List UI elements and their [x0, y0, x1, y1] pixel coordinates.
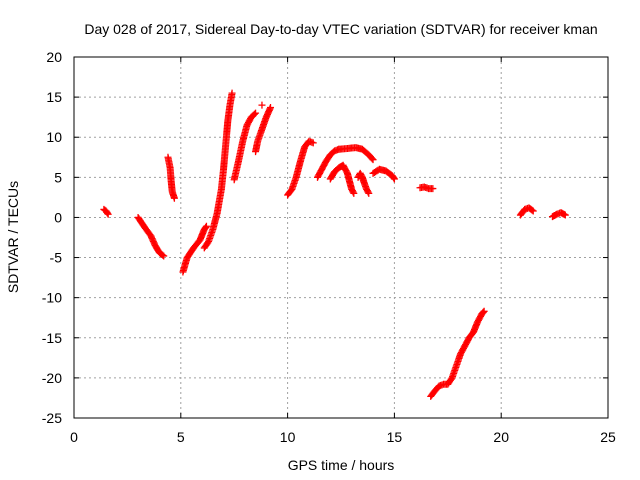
- data-point: [479, 309, 487, 317]
- y-tick-label: -15: [42, 330, 62, 346]
- y-tick-label: -20: [42, 370, 62, 386]
- plot-frame: [73, 56, 609, 419]
- data-point: [267, 104, 275, 112]
- data-segment-arc-13: [354, 169, 373, 197]
- x-tick-label: 5: [177, 429, 185, 445]
- data-point: [390, 175, 398, 183]
- data-segment-arc-05: [200, 89, 236, 252]
- data-segment-arc-06: [230, 109, 260, 184]
- data-point: [252, 109, 260, 117]
- data-point: [368, 155, 376, 163]
- x-axis-label: GPS time / hours: [288, 457, 395, 473]
- data-point: [309, 139, 317, 147]
- data-point: [479, 308, 487, 316]
- data-point: [159, 251, 167, 259]
- data-point: [369, 156, 377, 164]
- y-tick-label: 15: [46, 89, 62, 105]
- data-point: [480, 307, 488, 315]
- data-segment-arc-16: [427, 307, 488, 400]
- data-point: [250, 110, 258, 118]
- data-point: [202, 222, 210, 230]
- data-point: [104, 210, 112, 218]
- data-point: [350, 189, 358, 197]
- data-segment-arc-02: [134, 213, 168, 260]
- x-tick-label: 0: [70, 429, 78, 445]
- data-segment-arc-11: [326, 161, 358, 197]
- y-tick-label: -10: [42, 290, 62, 306]
- data-segment-arc-03: [164, 153, 178, 202]
- axis-ticks: [73, 56, 609, 419]
- data-segment-arc-17: [516, 204, 537, 219]
- data-point: [390, 174, 398, 182]
- y-tick-label: 10: [46, 129, 62, 145]
- x-tick-label: 15: [387, 429, 403, 445]
- data-point: [202, 223, 210, 231]
- data-point: [365, 189, 373, 197]
- data-point: [429, 185, 437, 193]
- data-point: [528, 206, 536, 214]
- x-tick-label: 25: [600, 429, 616, 445]
- data-segment-arc-04: [179, 222, 210, 276]
- y-tick-labels: -25 -20 -15 -10 -5 0 5 10 15 20: [42, 49, 62, 426]
- data-segment-arc-12: [335, 144, 377, 164]
- data-point: [170, 194, 178, 202]
- x-tick-labels: 0 5 10 15 20 25: [70, 429, 616, 445]
- data-points: [100, 89, 569, 400]
- chart-title: Day 028 of 2017, Sidereal Day-to-day VTE…: [84, 21, 597, 37]
- data-point: [160, 252, 168, 260]
- y-tick-label: 5: [54, 169, 62, 185]
- data-point: [103, 209, 111, 217]
- data-point: [349, 188, 357, 196]
- data-point: [258, 101, 266, 109]
- y-tick-label: 0: [54, 209, 62, 225]
- y-tick-label: 20: [46, 49, 62, 65]
- data-segment-arc-10: [314, 145, 343, 181]
- y-axis-label: SDTVAR / TECUs: [5, 181, 21, 293]
- data-segment-arc-15: [416, 183, 437, 193]
- data-point: [529, 207, 537, 215]
- grid-lines: [74, 57, 608, 418]
- data-point: [364, 188, 372, 196]
- x-tick-label: 20: [493, 429, 509, 445]
- data-segment-arc-08: [258, 101, 266, 109]
- data-segment-arc-07: [252, 104, 275, 156]
- data-segment-arc-01: [100, 205, 112, 218]
- data-segment-arc-09: [284, 137, 317, 199]
- y-tick-label: -25: [42, 410, 62, 426]
- data-point: [228, 89, 236, 97]
- data-segment-arc-14: [369, 165, 398, 183]
- y-tick-label: -5: [50, 250, 63, 266]
- data-segment-arc-18: [548, 209, 569, 221]
- x-tick-label: 10: [280, 429, 296, 445]
- data-point: [561, 211, 569, 219]
